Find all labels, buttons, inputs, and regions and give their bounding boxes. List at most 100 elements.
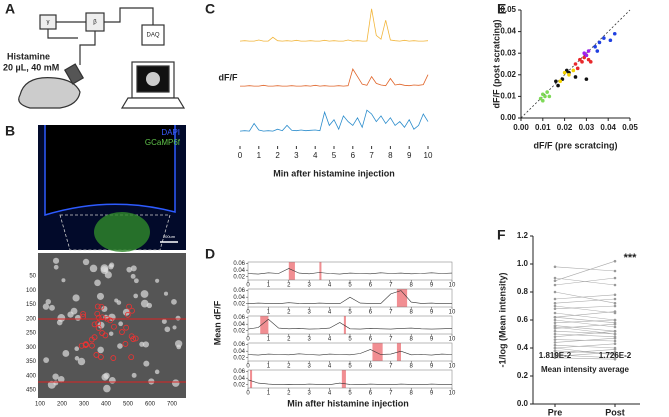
cell-roi — [119, 329, 125, 335]
point — [553, 349, 557, 353]
cell — [117, 343, 123, 349]
x-tick-label: 4 — [328, 364, 332, 370]
highlight — [250, 370, 253, 388]
x-tick-label: 8 — [410, 391, 414, 397]
cell-roi — [126, 303, 132, 310]
image-y-tick: 150 — [26, 302, 37, 308]
cell-roi — [130, 336, 137, 342]
x-tick-label: 0.01 — [535, 123, 551, 132]
image-y-tick: 350 — [26, 359, 37, 365]
image-y-tick: 450 — [26, 388, 37, 394]
x-tick-label: 10 — [449, 283, 456, 289]
panel-label: B — [5, 123, 15, 139]
point — [553, 301, 557, 305]
point — [613, 357, 617, 361]
cell-roi — [132, 335, 139, 342]
point — [613, 259, 617, 263]
x-tick-label: 10 — [449, 391, 456, 397]
x-tick-label: 3 — [308, 391, 312, 397]
y-tick-label: 0.02 — [233, 328, 245, 334]
point — [553, 341, 557, 344]
subplot-frame — [247, 315, 453, 335]
point — [553, 325, 557, 329]
pair-line — [554, 319, 616, 328]
cell — [108, 377, 116, 384]
x-tick-label: 0.05 — [622, 123, 638, 132]
y-tick-label: 0.03 — [500, 48, 516, 57]
y-tick-label: 0.02 — [233, 301, 245, 307]
x-axis-label: Min after histamine injection — [287, 398, 409, 408]
x-tick-label: 6 — [369, 283, 373, 289]
point — [595, 49, 600, 53]
image-y-tick: 200 — [26, 316, 37, 322]
x-tick-label: 1 — [267, 283, 271, 289]
x-tick-label: 5 — [332, 151, 337, 160]
y-tick-label: 0.02 — [500, 70, 516, 79]
pair-line — [554, 294, 616, 300]
cell-roi — [80, 311, 87, 317]
daq-label: DAQ — [146, 33, 159, 39]
pair-line — [554, 347, 616, 356]
point — [613, 325, 617, 329]
panel-label: C — [205, 1, 215, 17]
pair-line — [554, 343, 616, 349]
cell — [130, 273, 136, 279]
point — [588, 60, 593, 64]
cell — [89, 264, 98, 273]
cell — [82, 258, 90, 266]
setup-diagram — [18, 7, 186, 109]
cell — [45, 298, 51, 305]
x-tick-label: 7 — [389, 310, 393, 316]
image-y-tick: 100 — [26, 288, 37, 294]
cell — [74, 356, 80, 361]
cell-roi — [124, 311, 131, 318]
x-tick-label: 5 — [348, 364, 352, 370]
cell-roi — [99, 314, 106, 321]
x-tick-label: 9 — [430, 337, 434, 343]
y-tick-label: 0.04 — [233, 322, 245, 328]
highlight — [260, 316, 269, 334]
point — [584, 53, 589, 58]
cell — [104, 271, 112, 279]
point — [543, 94, 547, 99]
cell-roi — [94, 303, 101, 310]
point — [613, 339, 617, 343]
point — [613, 350, 617, 354]
x-tick-label: 3 — [308, 337, 312, 343]
y-axis-label: dF/F (post scratcing) — [491, 19, 501, 108]
cell — [72, 294, 80, 302]
x-tick-label: 8 — [410, 283, 414, 289]
pair-line — [554, 351, 616, 357]
trace — [239, 109, 429, 132]
point — [613, 321, 617, 325]
y-tick-label: 0.04 — [233, 349, 245, 355]
x-tick-label: 1 — [267, 364, 271, 370]
y-tick-label: 0.02 — [233, 382, 245, 388]
point — [562, 70, 567, 75]
trace — [247, 268, 453, 275]
y-tick-label: 0.04 — [500, 27, 516, 36]
point — [556, 83, 560, 88]
point — [612, 31, 617, 36]
image-x-tick: 700 — [167, 402, 178, 408]
x-tick-label: 10 — [424, 151, 433, 160]
trace — [247, 349, 453, 356]
x-tick-label: 3 — [294, 151, 299, 160]
point — [553, 276, 557, 280]
cell — [176, 344, 182, 350]
cell-roi — [93, 352, 100, 358]
point — [584, 77, 589, 81]
cell — [57, 376, 65, 383]
cell — [155, 278, 160, 283]
subplot-frame — [247, 261, 453, 281]
average-label: 1.726E-2 — [599, 351, 632, 360]
cell — [122, 308, 130, 316]
point — [553, 318, 557, 322]
trace — [247, 290, 453, 305]
point — [613, 304, 617, 308]
x-tick-label: 0 — [238, 151, 243, 160]
cell — [171, 298, 177, 305]
y-axis-label: Mean dF/F — [212, 300, 222, 345]
image-x-tick: 600 — [145, 402, 156, 408]
